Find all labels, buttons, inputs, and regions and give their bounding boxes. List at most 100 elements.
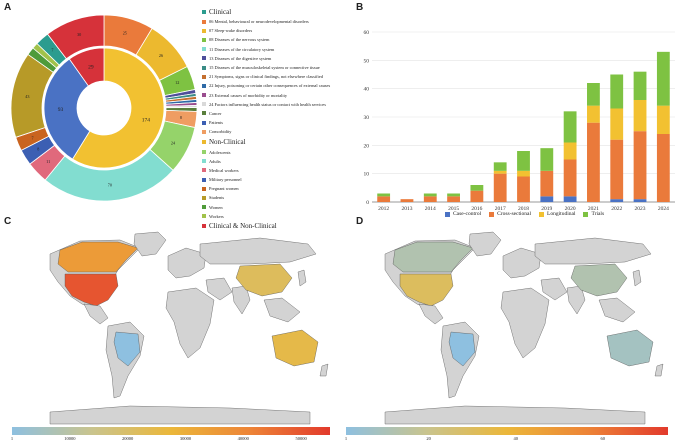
bar-segment — [493, 173, 507, 202]
legend-item: 24 Factors influencing health status or … — [202, 100, 352, 109]
legend-swatch — [202, 224, 206, 229]
map-region-russia — [199, 237, 317, 265]
bar-segment — [610, 74, 624, 109]
legend-swatch — [202, 139, 206, 144]
legend-swatch — [202, 19, 206, 24]
map-region-mexico — [418, 303, 444, 325]
y-tick-label: 60 — [364, 30, 370, 36]
bar-segment — [610, 139, 624, 200]
legend-item: Cancer — [202, 109, 352, 118]
legend-item: Comorbidity — [202, 127, 352, 136]
map-region-brazil — [448, 331, 476, 367]
x-tick-label: 2020 — [565, 206, 576, 212]
legend-text: 13 Diseases of the digestive system — [209, 55, 272, 61]
legend-swatch — [202, 214, 206, 219]
map-region-japan — [632, 269, 642, 287]
legend-item: 13 Diseases of the digestive system — [202, 54, 352, 63]
colorbar-tick-label: 20 — [426, 436, 431, 441]
legend-swatch — [202, 186, 206, 191]
map-region-united-states — [399, 273, 454, 307]
bar-segment — [447, 193, 460, 197]
bar-segment — [517, 170, 530, 177]
outer-ring-slice-label: 12 — [175, 80, 179, 85]
legend-item: Medical workers — [202, 166, 352, 175]
bar-segment — [587, 105, 600, 123]
legend-item: 23 External causes of morbidity or morta… — [202, 91, 352, 100]
x-tick-label: 2022 — [611, 206, 622, 212]
legend-swatch — [202, 111, 206, 116]
legend-item: Pregnant women — [202, 184, 352, 193]
bar-legend-swatch — [445, 211, 450, 217]
x-tick-label: 2015 — [448, 206, 459, 212]
bar-segment — [633, 199, 647, 202]
legend-text: Non-Clinical — [209, 137, 246, 146]
x-tick-label: 2024 — [658, 206, 669, 212]
outer-ring-slice-label: 8 — [37, 147, 39, 152]
x-tick-label: 2012 — [378, 206, 389, 212]
y-tick-label: 50 — [364, 58, 370, 64]
legend-item: 15 Diseases of the musculoskeletal syste… — [202, 63, 352, 72]
outer-ring-slice-label: 43 — [25, 94, 29, 99]
bar-legend-text: Trials — [591, 211, 605, 217]
legend-swatch — [202, 47, 206, 52]
bar-segment — [633, 100, 647, 132]
map-region-new-zealand — [319, 363, 329, 377]
bar-legend-item: Case-control — [445, 211, 481, 217]
colorbar-c — [12, 427, 330, 435]
x-tick-label: 2016 — [471, 206, 482, 212]
panel-label-d: D — [356, 216, 364, 227]
legend-item: 07 Sleep-wake disorders — [202, 26, 352, 35]
legend-swatch — [202, 129, 206, 134]
legend-swatch — [202, 195, 206, 200]
bar-segment — [400, 199, 414, 202]
map-region-middle-east — [205, 277, 233, 301]
legend-item: 11 Diseases of the circulatory system — [202, 45, 352, 54]
legend-text: Military personnel — [209, 177, 242, 183]
legend-text: 06 Mental, behavioural or neurodevelopme… — [209, 19, 309, 25]
bar-segment — [656, 51, 670, 106]
world-map-d — [384, 231, 664, 425]
legend-text: 21 Symptoms, signs or clinical findings,… — [209, 74, 323, 80]
colorbar-tick-label: 10000 — [64, 436, 76, 441]
outer-ring-slice-label: 30 — [77, 32, 81, 37]
y-tick-label: 40 — [364, 87, 370, 93]
bar-legend: Case-control Cross-sectional Longitudinal T… — [445, 211, 604, 217]
panel-label-c: C — [4, 216, 12, 227]
map-region-greenland — [468, 231, 502, 257]
panel-label-b: B — [356, 2, 364, 13]
bar-legend-text: Cross-sectional — [497, 211, 532, 217]
legend-item: 21 Symptoms, signs or clinical findings,… — [202, 72, 352, 81]
outer-ring-slice-label: 26 — [159, 53, 163, 58]
bar-segment — [563, 142, 577, 160]
panel-label-a: A — [4, 2, 12, 13]
legend-text: 07 Sleep-wake disorders — [209, 28, 253, 34]
outer-ring-slice-label: 11 — [46, 159, 50, 164]
legend-item: Clinical & Non-Clinical — [202, 221, 352, 232]
bar-segment — [493, 170, 507, 174]
map-region-australia — [271, 329, 319, 367]
legend-swatch — [202, 9, 206, 14]
legend-item: 06 Mental, behavioural or neurodevelopme… — [202, 17, 352, 26]
map-region-russia — [534, 237, 652, 265]
map-region-united-states — [64, 273, 119, 307]
outer-ring-slice-label: 25 — [123, 31, 127, 36]
bar-legend-swatch — [489, 211, 495, 217]
donut-legend: Clinical 06 Mental, behavioural or neurod… — [202, 6, 352, 232]
map-region-middle-east — [540, 277, 568, 301]
bar-segment — [517, 176, 530, 202]
legend-item: Military personnel — [202, 175, 352, 184]
legend-text: 23 External causes of morbidity or morta… — [209, 92, 288, 98]
legend-item: Women — [202, 203, 352, 212]
legend-text: Clinical — [209, 7, 232, 16]
map-region-southeast-asia — [598, 297, 636, 323]
outer-ring-slice-label: 24 — [171, 141, 176, 146]
legend-text: Women — [209, 204, 223, 210]
bar-segment — [540, 148, 554, 171]
legend-item: 22 Injury, poisoning or certain other co… — [202, 81, 352, 90]
bar-segment — [540, 196, 554, 202]
map-region-china — [570, 263, 628, 297]
x-tick-label: 2019 — [541, 206, 552, 212]
legend-text: Adults — [209, 158, 221, 164]
legend-text: Clinical & Non-Clinical — [209, 222, 277, 231]
legend-text: 24 Factors influencing health status or … — [209, 101, 326, 107]
